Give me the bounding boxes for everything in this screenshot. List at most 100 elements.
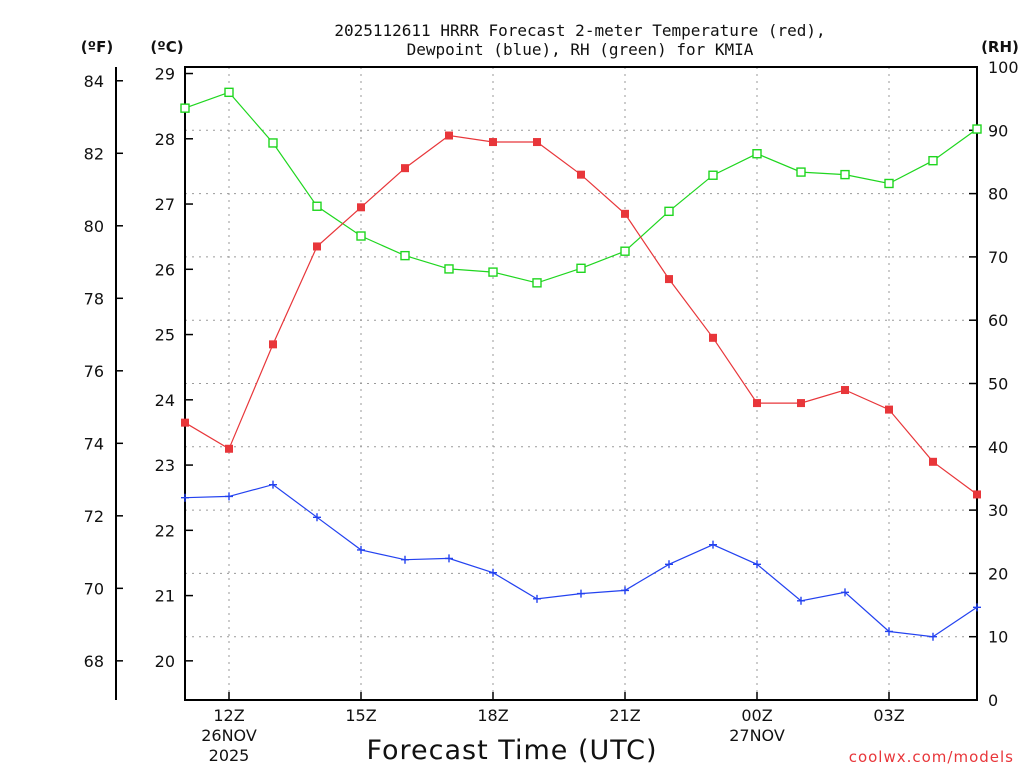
rh-tick-label: 30 (988, 501, 1008, 520)
rh-point (972, 124, 982, 134)
dewpoint-point (269, 480, 277, 489)
temperature-point (445, 131, 453, 140)
rh-series (180, 87, 982, 288)
chart-title-line1: 2025112611 HRRR Forecast 2-meter Tempera… (334, 21, 825, 40)
celsius-tick-label: 27 (155, 195, 175, 214)
chart-title-line2: Dewpoint (blue), RH (green) for KMIA (407, 40, 754, 59)
fahrenheit-tick-label: 80 (84, 217, 104, 236)
fahrenheit-tick-label: 70 (84, 579, 104, 598)
dewpoint-point (533, 594, 541, 603)
fahrenheit-tick-label: 74 (84, 434, 104, 453)
time-tick-label: 00Z (741, 706, 772, 725)
rh-tick-label: 60 (988, 311, 1008, 330)
time-tick-label: 12Z (213, 706, 244, 725)
temperature-point (753, 399, 761, 408)
rh-point (488, 267, 498, 277)
temperature-point (885, 405, 893, 414)
rh-unit-label: (RH) (981, 38, 1019, 56)
year-label: 2025 (209, 746, 250, 765)
temperature-point (665, 275, 673, 284)
fahrenheit-tick-label: 84 (84, 72, 104, 91)
temperature-point (269, 340, 277, 349)
dewpoint-point (665, 560, 673, 569)
dewpoint-point (357, 545, 365, 554)
celsius-tick-label: 23 (155, 456, 175, 475)
temperature-point (313, 242, 321, 251)
rh-point (752, 149, 762, 159)
rh-tick-label: 10 (988, 628, 1008, 647)
rh-tick-label: 40 (988, 438, 1008, 457)
date-label: 27NOV (729, 726, 785, 745)
celsius-tick-label: 29 (155, 65, 175, 84)
dewpoint-point (841, 588, 849, 597)
celsius-axis: 20 21 22 23 24 25 26 27 28 29 (155, 65, 193, 671)
temperature-point (357, 203, 365, 212)
time-tick-label: 18Z (477, 706, 508, 725)
rh-point (708, 170, 718, 180)
rh-point (400, 250, 410, 261)
dewpoint-point (753, 560, 761, 569)
rh-line (184, 91, 978, 284)
time-tick-label: 21Z (609, 706, 640, 725)
rh-point (664, 206, 674, 217)
rh-point (444, 264, 454, 274)
rh-point (796, 167, 806, 177)
celsius-tick-label: 21 (155, 587, 175, 606)
time-tick-label: 03Z (873, 706, 904, 725)
dewpoint-point (621, 586, 629, 595)
time-tick-label: 15Z (345, 706, 376, 725)
temperature-line (184, 134, 978, 495)
rh-point (928, 155, 938, 166)
temperature-series (181, 131, 981, 499)
temperature-point (929, 457, 937, 466)
date-label: 26NOV (201, 726, 257, 745)
dewpoint-point (577, 589, 585, 598)
rh-point (532, 278, 542, 288)
rh-tick-label: 20 (988, 564, 1008, 583)
rh-point (224, 87, 234, 98)
dewpoint-line (184, 483, 978, 638)
celsius-tick-label: 25 (155, 326, 175, 345)
temperature-point (797, 399, 805, 408)
fahrenheit-unit-label: (ºF) (81, 38, 113, 56)
fahrenheit-tick-label: 72 (84, 507, 104, 526)
dewpoint-point (973, 603, 981, 612)
dewpoint-point (489, 568, 497, 577)
rh-point (576, 263, 586, 273)
dewpoint-point (225, 492, 233, 501)
dewpoint-point (313, 513, 321, 522)
credit-label: coolwx.com/models (849, 748, 1014, 766)
fahrenheit-tick-label: 68 (84, 652, 104, 671)
rh-axis: 0 10 20 30 40 50 60 70 80 90 100 (969, 58, 1019, 710)
celsius-tick-label: 24 (155, 391, 175, 410)
temperature-point (577, 170, 585, 179)
fahrenheit-axis: 68 70 72 74 76 78 80 82 84 (84, 72, 123, 671)
temperature-point (401, 164, 409, 173)
temperature-point (841, 386, 849, 395)
temperature-point (225, 444, 233, 453)
dewpoint-point (929, 632, 937, 641)
temperature-point (489, 138, 497, 147)
celsius-tick-label: 26 (155, 260, 175, 279)
dewpoint-point (885, 627, 893, 636)
rh-point (620, 246, 630, 256)
rh-tick-label: 100 (988, 58, 1019, 77)
temperature-point (621, 209, 629, 218)
fahrenheit-tick-label: 82 (84, 144, 104, 163)
celsius-tick-label: 28 (155, 130, 175, 149)
rh-point (268, 138, 278, 148)
dewpoint-point (181, 493, 189, 502)
temperature-point (973, 490, 981, 499)
dewpoint-series (181, 480, 981, 641)
rh-tick-label: 90 (988, 121, 1008, 140)
x-axis-label: Forecast Time (UTC) (366, 735, 657, 766)
rh-point (884, 178, 894, 189)
celsius-tick-label: 22 (155, 521, 175, 540)
temperature-point (181, 418, 189, 427)
dewpoint-point (709, 540, 717, 549)
fahrenheit-tick-label: 78 (84, 289, 104, 308)
fahrenheit-tick-label: 76 (84, 362, 104, 381)
rh-tick-label: 0 (988, 691, 998, 710)
